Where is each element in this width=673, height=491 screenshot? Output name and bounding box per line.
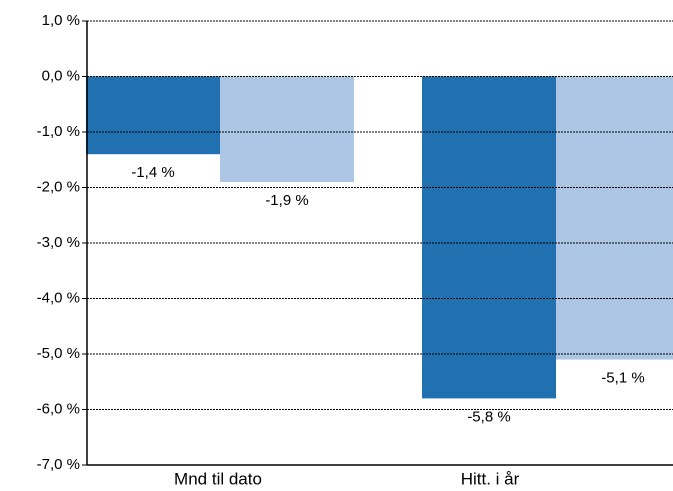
y-tick-label: -5,0 % [37, 345, 80, 362]
value-label: -5,8 % [467, 408, 510, 425]
value-label: -5,1 % [601, 370, 644, 387]
y-tick-label: -6,0 % [37, 400, 80, 417]
y-tick-label: -3,0 % [37, 234, 80, 251]
x-tick-label: Mnd til dato [174, 469, 262, 488]
value-label: -1,9 % [265, 192, 308, 209]
bar [422, 76, 556, 399]
y-tick-label: 0,0 % [42, 67, 80, 84]
y-tick-label: -4,0 % [37, 289, 80, 306]
bar [220, 76, 354, 182]
value-label: -1,4 % [131, 164, 174, 181]
bar [86, 76, 220, 155]
y-tick-label: -2,0 % [37, 178, 80, 195]
y-tick-label: 1,0 % [42, 12, 80, 29]
bar [556, 76, 673, 360]
y-tick-label: -1,0 % [37, 123, 80, 140]
x-tick-label: Hitt. i år [461, 469, 520, 488]
y-tick-label: -7,0 % [37, 456, 80, 473]
